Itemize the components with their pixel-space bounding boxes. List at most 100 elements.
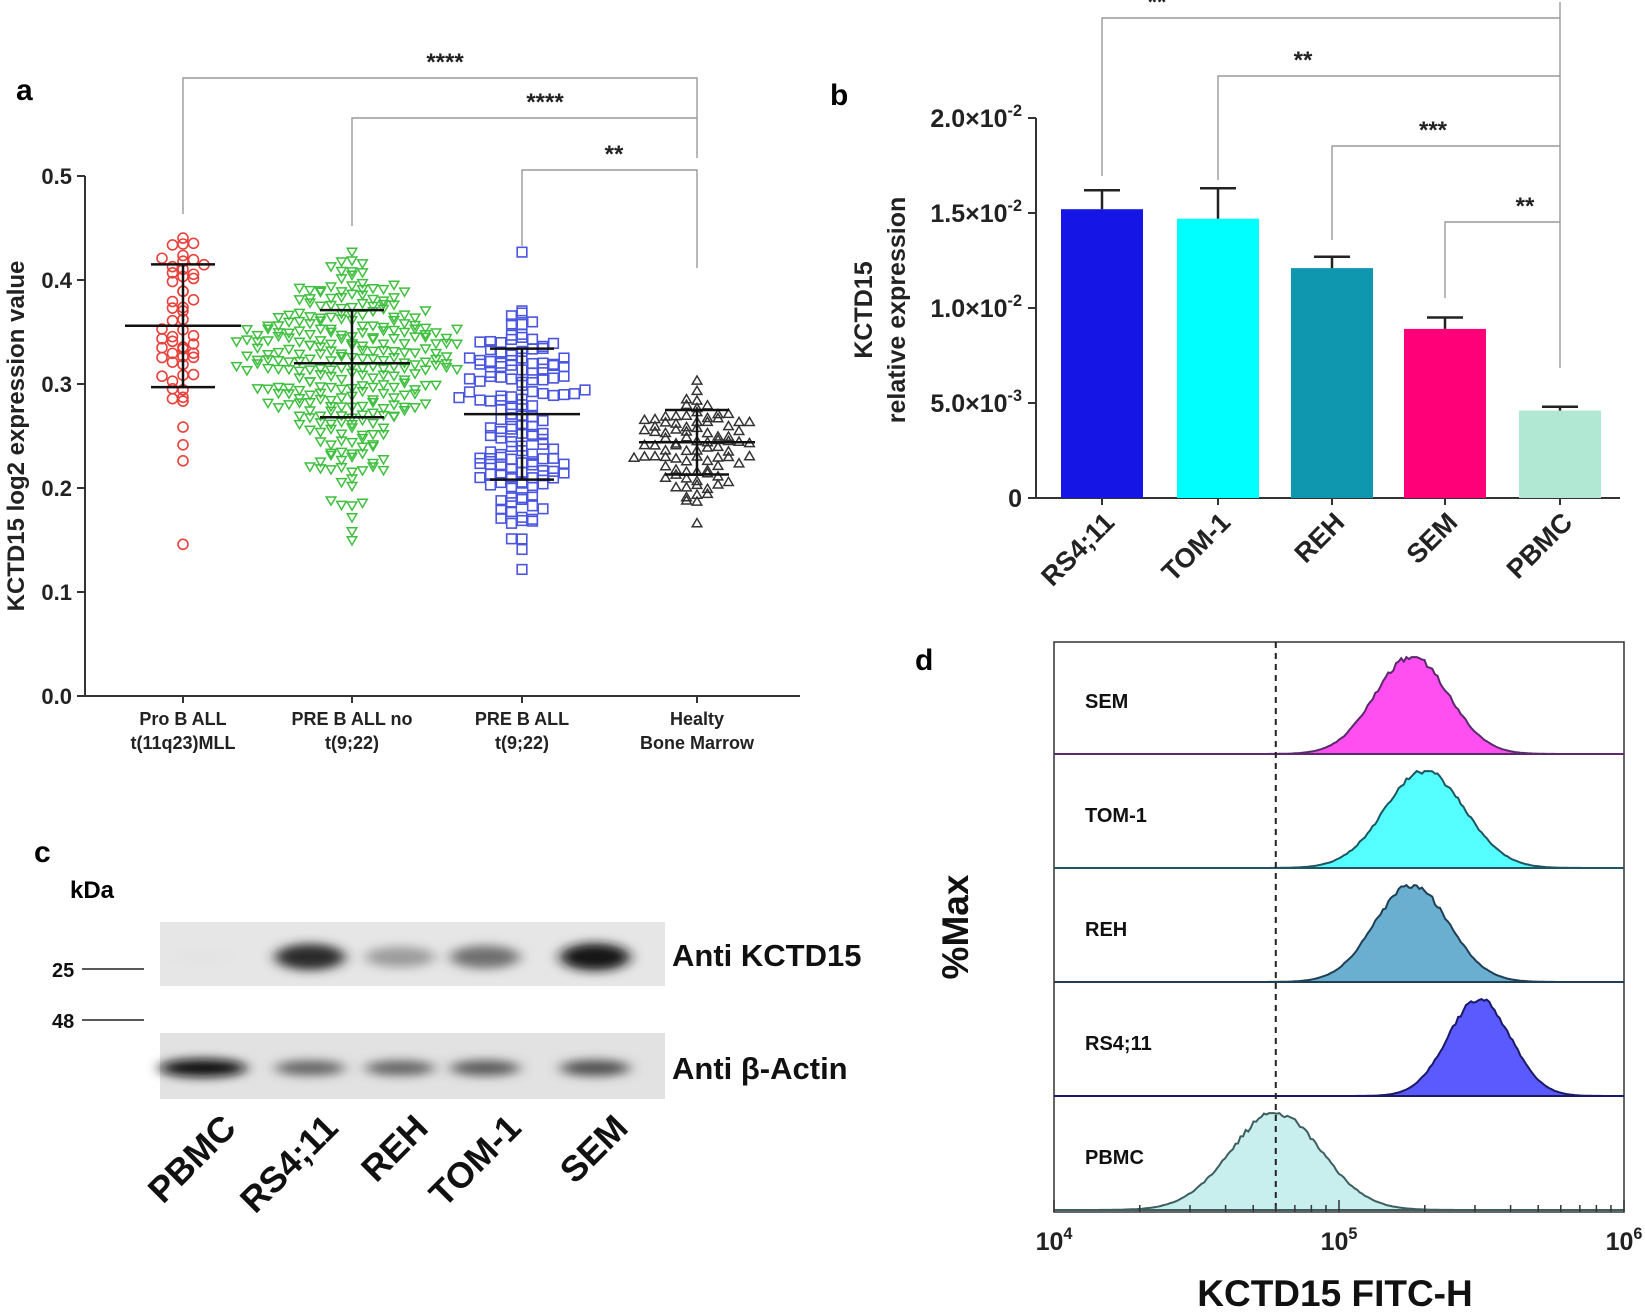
data-point — [701, 441, 714, 452]
data-point — [505, 497, 518, 509]
data-point — [303, 340, 317, 352]
data-point — [272, 403, 285, 414]
bar — [1061, 209, 1143, 498]
data-point — [516, 318, 528, 331]
data-point — [251, 330, 264, 342]
data-point — [648, 412, 662, 424]
data-point — [568, 388, 581, 400]
data-point — [558, 388, 570, 401]
data-point — [335, 436, 348, 447]
data-point — [240, 335, 254, 346]
y-axis-label: %Max — [935, 874, 976, 979]
data-point — [419, 329, 432, 341]
data-point — [366, 306, 380, 318]
data-point — [387, 293, 401, 304]
data-point — [345, 437, 359, 449]
y-tick-label-exp: -2 — [1008, 102, 1022, 120]
data-point — [177, 395, 189, 407]
data-point — [251, 359, 264, 370]
data-point — [324, 356, 338, 367]
data-point — [261, 398, 275, 409]
data-point — [166, 239, 179, 251]
data-point — [701, 454, 714, 466]
data-point — [356, 321, 369, 332]
data-point — [680, 409, 693, 421]
data-point — [293, 337, 306, 348]
data-point — [495, 357, 507, 369]
y-tick-label: 0.2 — [41, 476, 72, 501]
significance-label: **** — [526, 89, 564, 116]
data-point — [230, 337, 243, 348]
data-point — [345, 256, 359, 267]
data-point — [335, 477, 348, 489]
data-point — [474, 457, 486, 470]
data-point — [429, 339, 443, 350]
data-point — [293, 366, 306, 378]
data-point — [366, 408, 380, 419]
data-point — [547, 337, 560, 349]
x-tick-label: t(9;22) — [325, 733, 379, 753]
data-point — [505, 373, 518, 385]
data-point — [495, 425, 507, 438]
data-point — [335, 384, 348, 396]
data-point — [387, 300, 401, 311]
data-point — [669, 463, 683, 474]
data-point — [314, 427, 327, 439]
data-point — [463, 386, 476, 398]
data-point — [711, 478, 725, 489]
data-point — [345, 423, 359, 434]
data-point — [187, 329, 200, 342]
blot-band — [450, 945, 520, 969]
significance-bracket — [182, 77, 698, 214]
data-point — [474, 336, 486, 348]
x-tick-label: 106 — [1606, 1225, 1643, 1256]
data-point — [659, 444, 672, 455]
data-point — [526, 430, 539, 442]
data-point — [335, 363, 348, 374]
y-tick-label-exp: -2 — [1008, 197, 1022, 215]
data-point — [293, 398, 306, 409]
data-point — [526, 489, 539, 501]
data-point — [261, 363, 275, 375]
data-point — [293, 295, 306, 306]
data-point — [484, 468, 497, 480]
data-point — [356, 433, 369, 445]
data-point — [303, 365, 317, 376]
data-point — [440, 333, 453, 345]
data-point — [474, 358, 486, 370]
data-point — [701, 411, 714, 423]
significance-bracket — [1331, 145, 1560, 240]
data-point — [495, 360, 507, 373]
data-point — [701, 482, 714, 494]
data-point — [505, 354, 518, 367]
data-point — [387, 334, 401, 345]
lane-label: REH — [353, 1107, 436, 1190]
data-point — [293, 373, 306, 384]
data-point — [324, 282, 338, 293]
data-point — [505, 391, 518, 403]
data-point — [366, 395, 380, 406]
data-point — [537, 415, 549, 427]
data-point — [495, 403, 507, 416]
data-point — [303, 354, 317, 365]
marker-label: 48 — [52, 1011, 74, 1033]
data-point — [453, 392, 465, 404]
data-point — [314, 382, 327, 393]
histogram-label: SEM — [1085, 691, 1128, 713]
data-point — [408, 360, 422, 371]
data-point — [324, 424, 338, 436]
data-point — [324, 339, 338, 351]
data-point — [516, 328, 528, 340]
data-point — [387, 312, 401, 323]
data-point — [356, 268, 369, 279]
data-point — [429, 348, 443, 360]
data-point — [526, 411, 539, 423]
data-point — [638, 413, 651, 425]
data-point — [680, 444, 693, 456]
data-point — [484, 429, 497, 442]
data-point — [303, 390, 317, 401]
data-point — [732, 424, 746, 436]
data-point — [526, 481, 539, 494]
y-tick-label-exp: -2 — [1008, 292, 1022, 310]
